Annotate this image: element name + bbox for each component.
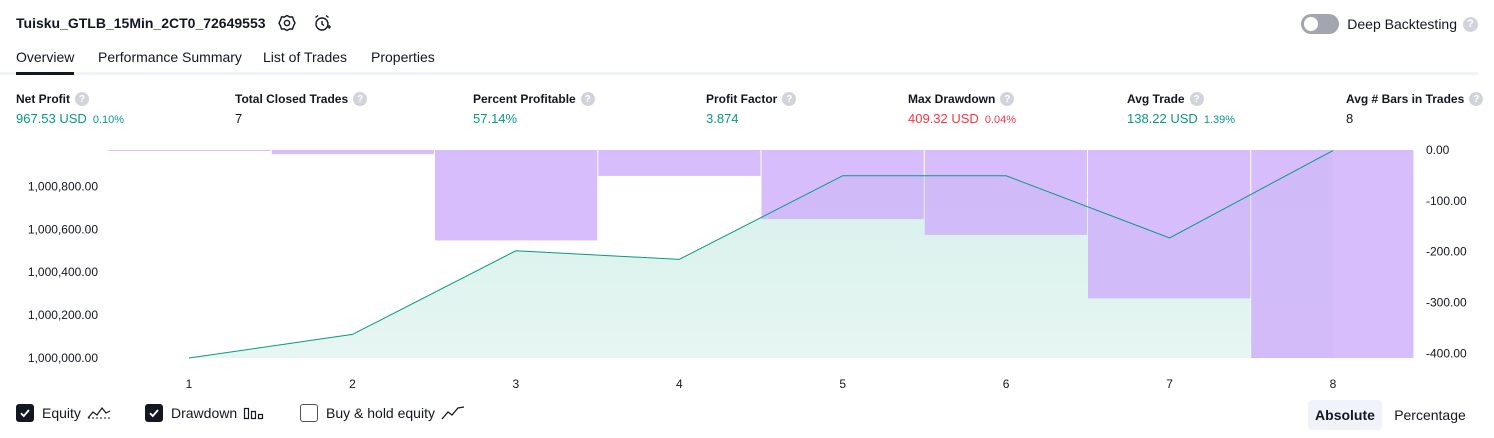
chart-canvas[interactable]: 1,000,000.00 1,000,200.00 1,000,400.00 1,00… [0,140,1494,395]
chart-footer: Equity Drawdown Buy & hold equity Absolu… [0,398,1494,432]
metric-value: 138.22 USD [1127,111,1198,126]
info-icon[interactable]: ? [75,92,89,106]
deep-backtesting-control: Deep Backtesting ? [1301,13,1478,35]
info-icon[interactable]: ? [353,92,368,106]
equity-checkbox[interactable] [16,404,34,422]
metric-label: Total Closed Trades [235,92,349,106]
equity-line [188,150,1334,359]
drawdown-bar [598,150,761,176]
percentage-toggle-button[interactable]: Percentage [1394,407,1466,423]
x-axis-tick-label: 1 [186,377,193,391]
report-tabs: Overview Performance Summary List of Tra… [0,46,1478,75]
legend-label: Equity [42,405,81,421]
right-axis-tick-label: -100.00 [1426,194,1467,208]
drawdown-bar [1251,150,1414,358]
x-axis-tick-label: 4 [676,377,683,391]
metric-percent: 0.04% [984,114,1017,126]
left-axis-tick-label: 1,000,000.00 [28,351,98,365]
drawdown-checkbox[interactable] [145,404,163,422]
metric-label: Avg # Bars in Trades [1346,92,1465,106]
drawdown-bar [924,150,1087,235]
metric-total-closed-trades: Total Closed Trades? 7 [235,92,368,126]
deep-backtesting-toggle[interactable] [1301,14,1340,34]
settings-gear-icon[interactable] [277,13,297,33]
tab-list-of-trades[interactable]: List of Trades [263,49,348,65]
strategy-header: Tuisku_GTLB_15Min_2CT0_72649553 Deep Bac… [0,0,1494,46]
x-axis-tick-label: 5 [839,377,846,391]
metric-label: Max Drawdown [908,92,996,106]
checkmark-icon [149,409,159,418]
metric-label: Avg Trade [1127,92,1185,106]
left-axis-tick-label: 1,000,800.00 [28,179,98,193]
help-icon[interactable]: ? [1463,16,1478,32]
x-axis-tick-label: 8 [1330,377,1337,391]
metric-avg-bars-in-trades: Avg # Bars in Trades? 8 [1346,92,1484,126]
metric-value: 3.874 [706,111,739,126]
metric-percent: 1.39% [1203,114,1236,126]
x-axis-tick-label: 7 [1166,377,1173,391]
checkmark-icon [20,409,30,418]
tab-overview[interactable]: Overview [16,49,75,75]
info-icon[interactable]: ? [1189,92,1204,106]
strategy-name: Tuisku_GTLB_15Min_2CT0_72649553 [16,15,266,31]
legend-buy-hold-equity[interactable]: Buy & hold equity [300,404,465,422]
right-axis-tick-label: 0.00 [1426,143,1450,157]
metric-percent-profitable: Percent Profitable? 57.14% [473,92,595,126]
legend-drawdown[interactable]: Drawdown [145,404,265,422]
add-alert-clock-icon[interactable] [312,13,332,33]
info-icon[interactable]: ? [1469,92,1484,106]
tab-properties[interactable]: Properties [371,49,435,65]
drawdown-bar [435,150,598,241]
metric-percent: 0.10% [92,114,125,126]
left-axis-tick-label: 1,000,400.00 [28,265,98,279]
metrics-row: Net Profit? 967.53 USD 0.10% Total Closed… [0,92,1494,134]
metric-value: 967.53 USD [16,111,87,126]
deep-backtesting-label: Deep Backtesting [1347,16,1457,32]
absolute-toggle-button[interactable]: Absolute [1308,400,1382,430]
drawdown-bar [271,150,434,155]
metric-label: Net Profit [16,92,70,106]
equity-drawdown-chart: 1,000,000.00 1,000,200.00 1,000,400.00 1,00… [0,140,1494,395]
right-axis-tick-label: -200.00 [1426,245,1467,259]
metric-label: Percent Profitable [473,92,576,106]
buy-hold-line-icon [441,405,465,421]
drawdown-bar [108,150,271,151]
metric-value: 409.32 USD [908,111,979,126]
equity-line-icon [87,405,111,421]
x-axis-tick-label: 6 [1003,377,1010,391]
info-icon[interactable]: ? [782,92,797,106]
metric-value: 8 [1346,111,1354,126]
x-axis-tick-label: 3 [513,377,520,391]
metric-value: 7 [235,111,243,126]
x-axis-tick-label: 2 [349,377,356,391]
right-axis-tick-label: -400.00 [1426,346,1467,360]
info-icon[interactable]: ? [580,92,595,106]
metric-max-drawdown: Max Drawdown? 409.32 USD 0.04% [908,92,1016,126]
info-icon[interactable]: ? [1000,92,1015,106]
metric-label: Profit Factor [706,92,778,106]
metric-value: 57.14% [473,111,518,126]
left-axis-tick-label: 1,000,600.00 [28,222,98,236]
tab-performance-summary[interactable]: Performance Summary [98,49,242,65]
right-axis-tick-label: -300.00 [1426,295,1467,309]
legend-equity[interactable]: Equity [16,404,111,422]
left-axis-tick-label: 1,000,200.00 [28,308,98,322]
drawdown-bars-icon [243,405,265,421]
metric-avg-trade: Avg Trade? 138.22 USD 1.39% [1127,92,1235,126]
metric-profit-factor: Profit Factor? 3.874 [706,92,797,126]
buy-hold-checkbox[interactable] [300,404,318,422]
drawdown-bar [761,150,924,220]
legend-label: Drawdown [171,405,238,421]
metric-net-profit: Net Profit? 967.53 USD 0.10% [16,92,124,126]
drawdown-bar [1088,150,1251,299]
legend-label: Buy & hold equity [326,405,435,421]
